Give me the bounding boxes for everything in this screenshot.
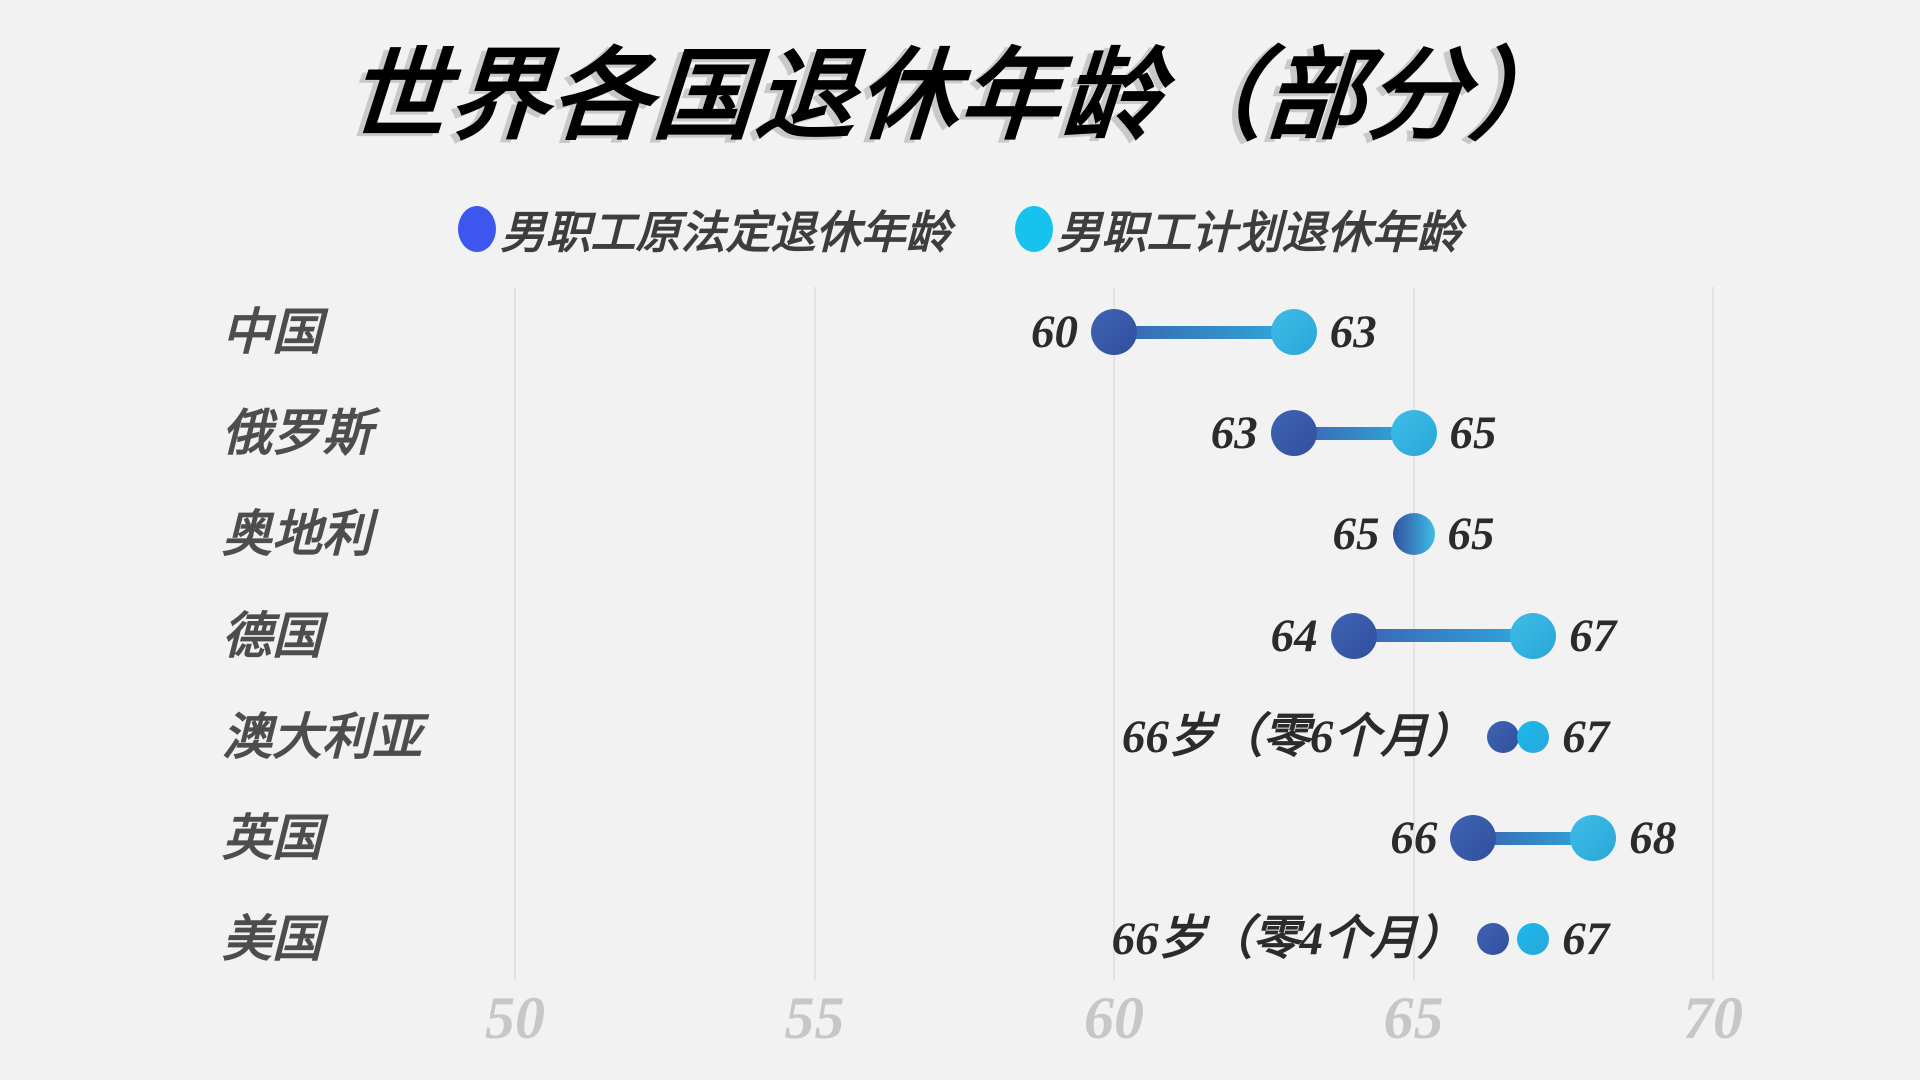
value-label-planned: 65	[1447, 508, 1495, 561]
category-label: 美国	[222, 911, 322, 968]
value-label-original: 66岁（零6个月）	[1121, 710, 1475, 763]
dot-planned	[1270, 309, 1317, 355]
value-label-planned: 67	[1562, 913, 1610, 966]
dot-merged	[1392, 513, 1435, 556]
value-label-planned: 68	[1629, 812, 1677, 864]
value-label-planned: 65	[1449, 407, 1497, 460]
dumbbell-line	[1353, 629, 1534, 643]
x-axis-tick-label: 55	[784, 985, 845, 1051]
chart-legend: 男职工原法定退休年龄 男职工计划退休年龄	[0, 196, 1920, 261]
legend-item-original: 男职工原法定退休年龄	[458, 196, 951, 261]
category-label: 澳大利亚	[222, 708, 422, 765]
value-label-original: 64	[1270, 609, 1318, 662]
dot-original	[1477, 923, 1510, 956]
value-label-planned: 67	[1562, 710, 1610, 763]
legend-label-original: 男职工原法定退休年龄	[500, 207, 951, 258]
vertical-gridline	[1113, 287, 1115, 980]
category-label: 奥地利	[222, 506, 372, 563]
value-label-planned: 67	[1569, 609, 1617, 662]
x-axis-tick-label: 50	[485, 985, 545, 1051]
dot-original	[1330, 612, 1377, 659]
dot-planned	[1510, 612, 1557, 659]
dot-original	[1270, 410, 1317, 457]
dot-original	[1091, 309, 1137, 355]
dumbbell-line	[1114, 325, 1294, 339]
x-axis-tick-label: 60	[1084, 985, 1144, 1051]
category-label: 中国	[222, 304, 322, 360]
vertical-gridline	[514, 287, 516, 980]
value-label-original: 66	[1390, 812, 1438, 864]
dot-planned	[1390, 410, 1437, 457]
x-axis-tick-label: 70	[1683, 985, 1743, 1051]
value-label-original: 60	[1031, 306, 1078, 358]
legend-label-planned: 男职工计划退休年龄	[1056, 207, 1462, 258]
vertical-gridline	[813, 287, 816, 980]
value-label-planned: 63	[1329, 306, 1377, 358]
dot-planned	[1517, 720, 1550, 753]
dot-planned	[1517, 923, 1550, 956]
dot-planned	[1570, 815, 1617, 861]
vertical-gridline	[1712, 287, 1714, 980]
dot-original	[1450, 815, 1497, 861]
category-label: 德国	[222, 607, 322, 664]
legend-item-planned: 男职工计划退休年龄	[1014, 196, 1462, 261]
value-label-original: 65	[1332, 508, 1380, 561]
dumbbell-line	[1473, 831, 1594, 845]
legend-dot-original-icon	[458, 205, 497, 252]
value-label-original: 66岁（零4个月）	[1111, 913, 1465, 966]
x-axis-tick-label: 65	[1383, 985, 1444, 1051]
dot-original	[1487, 720, 1520, 753]
category-label: 俄罗斯	[222, 405, 372, 462]
value-label-original: 63	[1210, 407, 1258, 460]
category-label: 英国	[222, 810, 322, 866]
legend-dot-planned-icon	[1014, 205, 1053, 252]
dumbbell-line	[1293, 426, 1414, 440]
